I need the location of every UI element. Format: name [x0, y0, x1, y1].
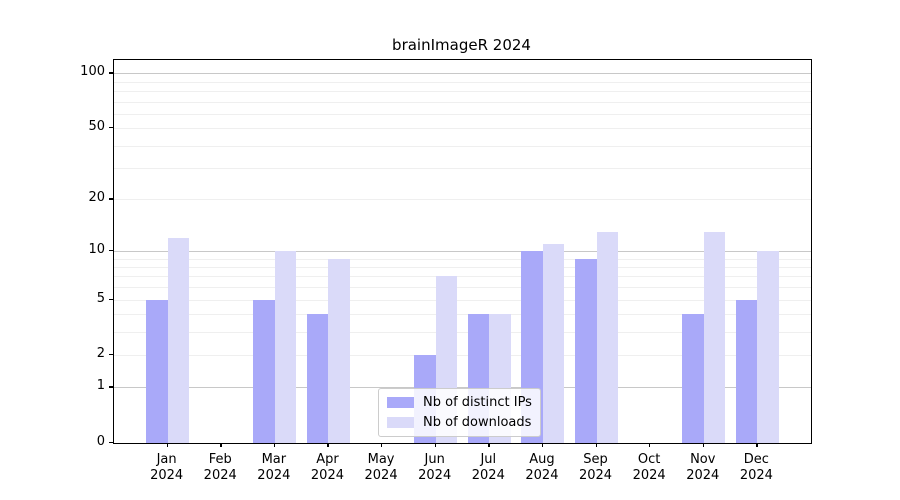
x-tick-mark	[327, 443, 329, 447]
x-tick-label-apr: Apr 2024	[310, 452, 344, 483]
gridline-minor	[114, 91, 811, 93]
x-tick-mark	[434, 443, 436, 447]
gridline-minor	[114, 128, 811, 130]
plot-area	[113, 59, 812, 444]
gridline-minor	[114, 287, 811, 289]
bar-nb-of-downloads-apr	[328, 258, 350, 443]
y-tick-label: 100	[80, 64, 105, 80]
x-tick-mark	[541, 443, 544, 447]
bar-nb-of-downloads-aug	[542, 244, 565, 443]
legend-item-downloads: Nb of downloads	[387, 415, 532, 430]
x-tick-mark	[595, 443, 597, 447]
legend: Nb of distinct IPs Nb of downloads	[378, 388, 541, 437]
bar-nb-of-distinct-ips-nov	[682, 314, 704, 443]
legend-swatch-downloads	[387, 417, 414, 428]
y-tick-label: 50	[88, 119, 105, 135]
gridline-minor	[114, 267, 811, 269]
x-tick-label-nov: Nov 2024	[686, 452, 720, 483]
y-tick-mark	[109, 386, 113, 388]
x-tick-mark	[702, 443, 705, 447]
bars-layer	[114, 60, 811, 443]
legend-swatch-distinct-ips	[387, 397, 414, 408]
y-tick-label: 5	[96, 290, 105, 306]
x-tick-mark	[488, 443, 490, 447]
gridline-major	[114, 387, 811, 389]
bar-nb-of-distinct-ips-jan	[146, 299, 168, 443]
bar-nb-of-downloads-jan	[167, 237, 190, 443]
gridline-minor	[114, 199, 811, 201]
bar-nb-of-downloads-dec	[757, 251, 779, 443]
gridlines-layer	[114, 60, 811, 443]
gridline-minor	[114, 355, 811, 357]
bar-nb-of-distinct-ips-dec	[735, 299, 758, 443]
y-tick-mark	[109, 442, 113, 444]
x-tick-mark	[381, 443, 383, 447]
y-tick-label: 0	[96, 434, 105, 449]
bar-nb-of-downloads-mar	[274, 251, 297, 443]
legend-label-downloads: Nb of downloads	[423, 415, 532, 430]
bar-nb-of-distinct-ips-mar	[253, 299, 275, 443]
y-tick-label: 10	[88, 242, 105, 257]
gridline-major	[114, 73, 811, 75]
x-tick-label-aug: Aug 2024	[525, 452, 559, 483]
y-tick-mark	[109, 250, 113, 252]
x-tick-label-jan: Jan 2024	[150, 452, 184, 483]
y-tick-mark	[109, 127, 113, 129]
x-tick-label-dec: Dec 2024	[739, 452, 773, 483]
y-tick-label: 1	[96, 378, 105, 394]
gridline-minor	[114, 276, 811, 278]
x-tick-label-mar: Mar 2024	[257, 452, 291, 483]
x-tick-mark	[649, 443, 651, 447]
y-tick-label: 20	[88, 190, 105, 206]
gridline-minor	[114, 331, 811, 333]
gridline-minor	[114, 299, 811, 301]
gridline-minor	[114, 101, 811, 103]
x-tick-label-jun: Jun 2024	[418, 452, 452, 483]
gridline-minor	[114, 145, 811, 147]
bar-nb-of-distinct-ips-sep	[575, 258, 597, 443]
gridline-minor	[114, 258, 811, 260]
y-tick-label: 2	[96, 346, 105, 362]
chart-title: brainImageR 2024	[392, 36, 531, 54]
legend-item-distinct-ips: Nb of distinct IPs	[387, 395, 532, 410]
x-tick-label-may: May 2024	[364, 452, 398, 483]
gridline-minor	[114, 81, 811, 83]
bar-nb-of-downloads-nov	[703, 231, 726, 443]
y-tick-mark	[109, 198, 113, 200]
bar-nb-of-downloads-sep	[596, 231, 619, 443]
y-tick-mark	[109, 72, 113, 74]
y-tick-mark	[109, 354, 113, 356]
y-tick-mark	[109, 298, 113, 300]
x-tick-mark	[166, 443, 168, 447]
legend-label-distinct-ips: Nb of distinct IPs	[423, 395, 532, 410]
gridline-minor	[114, 314, 811, 316]
gridline-major	[114, 251, 811, 252]
gridline-minor	[114, 168, 811, 170]
gridline-minor	[114, 113, 811, 115]
x-tick-mark	[756, 443, 758, 447]
x-tick-label-sep: Sep 2024	[578, 452, 613, 483]
x-tick-label-jul: Jul 2024	[471, 452, 505, 483]
x-tick-mark	[220, 443, 222, 447]
bar-nb-of-distinct-ips-apr	[306, 314, 329, 443]
x-tick-label-feb: Feb 2024	[203, 452, 237, 483]
x-tick-label-oct: Oct 2024	[632, 452, 666, 483]
x-tick-mark	[273, 443, 276, 447]
